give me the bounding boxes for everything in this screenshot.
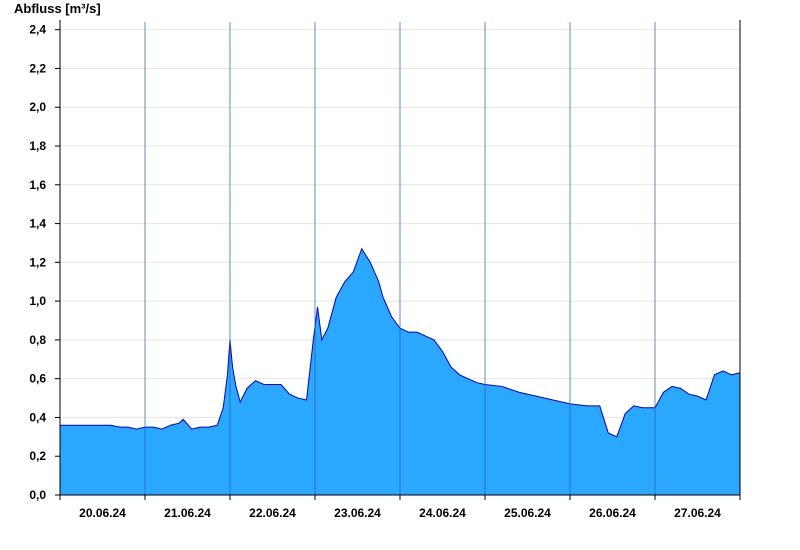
y-ticks: 0,0 0,2 0,4 0,6 0,8 1,0 1,2 1,4 1,6 1,8 2,0 2,2 2,4 <box>29 23 60 502</box>
x-tick-label: 26.06.24 <box>589 506 636 520</box>
y-tick-label: 1,6 <box>29 178 46 192</box>
discharge-line <box>60 247 741 438</box>
y-tick-label: 0,8 <box>29 333 46 347</box>
x-tick-label: 25.06.24 <box>504 506 551 520</box>
y-tick-label: 2,4 <box>29 23 46 37</box>
y-axis-title: Abfluss [m³/s] <box>14 1 101 16</box>
x-tick-label: 27.06.24 <box>674 506 721 520</box>
y-tick-label: 0,2 <box>29 449 46 463</box>
y-tick-label: 2,2 <box>29 61 46 75</box>
y-tick-label: 0,6 <box>29 372 46 386</box>
x-tick-label: 24.06.24 <box>419 506 466 520</box>
x-tick-label: 20.06.24 <box>79 506 126 520</box>
y-tick-label: 0,4 <box>29 410 46 424</box>
day-separators <box>144 22 656 495</box>
y-tick-label: 1,4 <box>29 217 46 231</box>
x-tick-label: 21.06.24 <box>164 506 211 520</box>
y-tick-label: 0,0 <box>29 488 46 502</box>
x-tick-label: 22.06.24 <box>249 506 296 520</box>
y-tick-label: 2,0 <box>29 100 46 114</box>
x-tick-label: 23.06.24 <box>334 506 381 520</box>
y-tick-label: 1,8 <box>29 139 46 153</box>
x-ticks: 20.06.24 21.06.24 22.06.24 23.06.24 24.06.24… <box>59 495 741 520</box>
y-tick-label: 1,2 <box>29 255 46 269</box>
y-tick-label: 1,0 <box>29 294 46 308</box>
